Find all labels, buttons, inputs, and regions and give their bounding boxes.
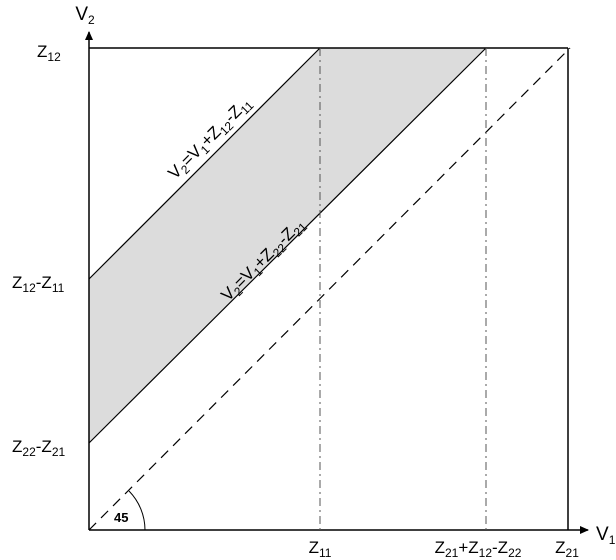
x-tick-z21-plus-z12-minus-z22: Z21+Z12-Z22 bbox=[435, 538, 522, 560]
y-tick-z12-minus-z11: Z12-Z11 bbox=[12, 273, 65, 295]
x-tick-z21: Z21 bbox=[555, 538, 579, 560]
upper-line bbox=[88, 47, 321, 280]
y-tick-z12: Z12 bbox=[37, 42, 61, 64]
angle-arc bbox=[128, 490, 146, 531]
diagonal-dashed-line bbox=[88, 47, 571, 531]
angle-label: 45 bbox=[114, 510, 128, 525]
y-tick-z22-minus-z21: Z22-Z21 bbox=[12, 437, 65, 459]
x-tick-z11: Z11 bbox=[309, 538, 332, 560]
x-axis-label: V1 bbox=[596, 524, 616, 547]
y-axis-label: V2 bbox=[75, 4, 95, 27]
lower-line bbox=[88, 47, 487, 444]
